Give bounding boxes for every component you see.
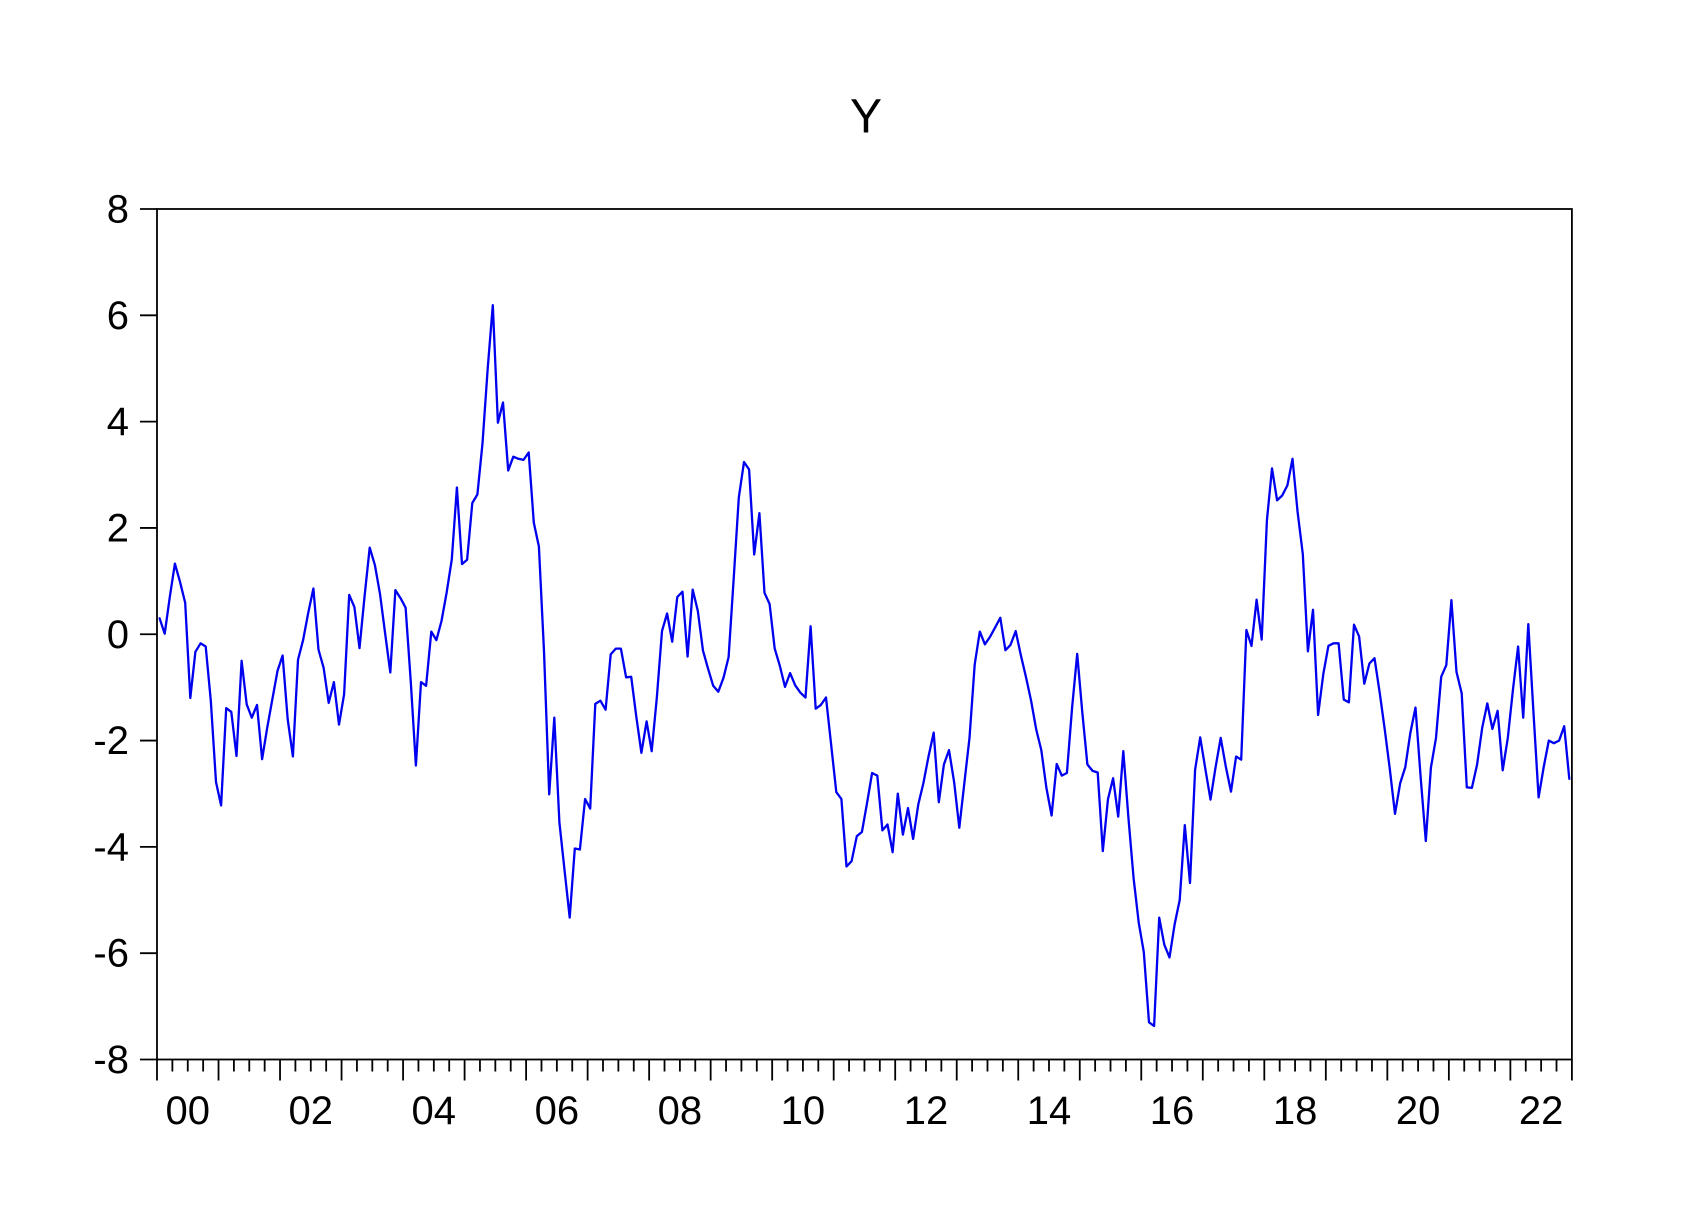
svg-text:06: 06 — [535, 1089, 580, 1133]
svg-text:0: 0 — [107, 613, 129, 657]
svg-text:-6: -6 — [93, 932, 129, 976]
svg-text:20: 20 — [1396, 1089, 1441, 1133]
svg-text:2: 2 — [107, 506, 129, 550]
svg-text:Y: Y — [850, 91, 882, 144]
svg-text:-8: -8 — [93, 1038, 129, 1082]
svg-text:00: 00 — [166, 1089, 211, 1133]
svg-text:-4: -4 — [93, 825, 129, 869]
svg-text:10: 10 — [781, 1089, 826, 1133]
svg-text:18: 18 — [1273, 1089, 1318, 1133]
svg-text:22: 22 — [1519, 1089, 1564, 1133]
svg-text:08: 08 — [658, 1089, 703, 1133]
svg-text:04: 04 — [412, 1089, 457, 1133]
svg-text:16: 16 — [1150, 1089, 1195, 1133]
svg-text:6: 6 — [107, 294, 129, 338]
svg-text:4: 4 — [107, 400, 129, 444]
svg-text:02: 02 — [289, 1089, 334, 1133]
svg-text:14: 14 — [1027, 1089, 1072, 1133]
svg-text:12: 12 — [904, 1089, 949, 1133]
svg-text:8: 8 — [107, 188, 129, 232]
svg-text:-2: -2 — [93, 719, 129, 763]
